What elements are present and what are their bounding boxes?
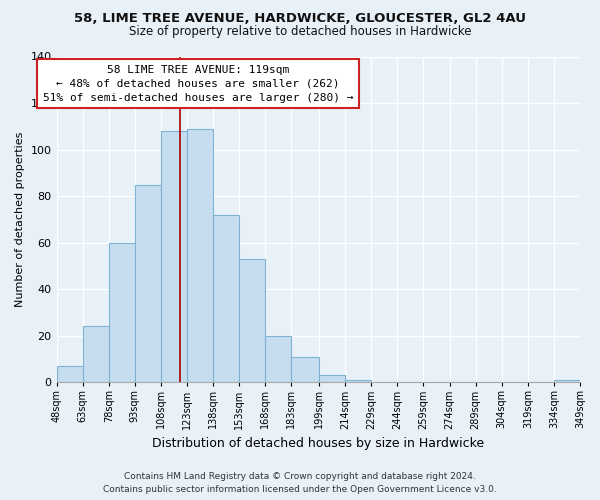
Bar xyxy=(109,242,135,382)
Bar xyxy=(56,366,83,382)
Bar xyxy=(187,128,213,382)
Bar xyxy=(83,326,109,382)
Bar xyxy=(161,131,187,382)
Y-axis label: Number of detached properties: Number of detached properties xyxy=(15,132,25,307)
Text: 58, LIME TREE AVENUE, HARDWICKE, GLOUCESTER, GL2 4AU: 58, LIME TREE AVENUE, HARDWICKE, GLOUCES… xyxy=(74,12,526,26)
X-axis label: Distribution of detached houses by size in Hardwicke: Distribution of detached houses by size … xyxy=(152,437,484,450)
Text: 58 LIME TREE AVENUE: 119sqm
← 48% of detached houses are smaller (262)
51% of se: 58 LIME TREE AVENUE: 119sqm ← 48% of det… xyxy=(43,64,353,102)
Bar xyxy=(345,380,371,382)
Bar xyxy=(135,184,161,382)
Bar xyxy=(239,259,265,382)
Bar xyxy=(319,376,345,382)
Text: Contains HM Land Registry data © Crown copyright and database right 2024.
Contai: Contains HM Land Registry data © Crown c… xyxy=(103,472,497,494)
Bar xyxy=(213,215,239,382)
Bar xyxy=(265,336,292,382)
Bar xyxy=(554,380,580,382)
Text: Size of property relative to detached houses in Hardwicke: Size of property relative to detached ho… xyxy=(129,25,471,38)
Bar xyxy=(292,356,319,382)
